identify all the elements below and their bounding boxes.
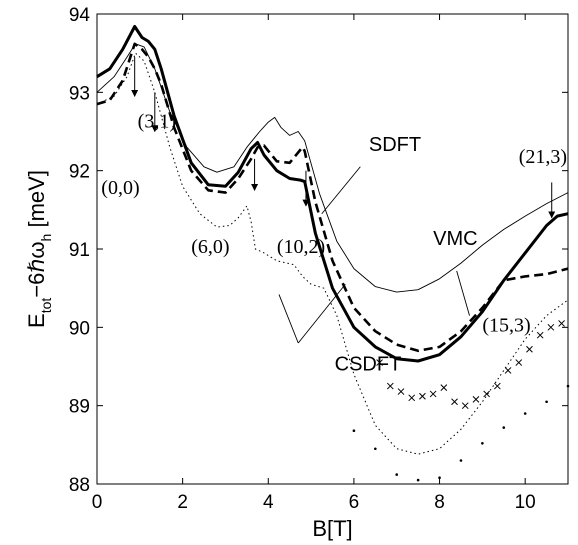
x-tick-label: 0 <box>92 492 103 513</box>
y-tick-label: 91 <box>69 240 90 261</box>
leader-line <box>321 166 361 215</box>
leader-line <box>297 283 346 344</box>
series-line-dotted <box>96 52 569 455</box>
x-marker-point <box>472 396 480 403</box>
y-tick-label: 88 <box>69 475 90 496</box>
x-marker-point <box>461 402 469 410</box>
series-line-csdft <box>96 42 569 353</box>
x-marker-point <box>504 367 512 374</box>
x-marker-point <box>536 331 544 339</box>
dot-marker-point <box>545 400 548 404</box>
y-tick-label: 94 <box>69 5 91 26</box>
x-marker-point <box>408 394 416 402</box>
state-annotation: (21,3) <box>519 146 567 168</box>
state-annotation: (10,2) <box>277 236 325 258</box>
x-marker-point <box>526 345 533 353</box>
dot-marker-point <box>416 478 420 482</box>
x-tick-label: 4 <box>263 492 274 513</box>
x-axis-label: B[T] <box>312 516 352 541</box>
method-label-vmc: VMC <box>433 228 477 250</box>
state-annotation: (6,0) <box>191 236 229 258</box>
leader-line <box>456 270 470 316</box>
x-tick-label: 6 <box>349 492 360 513</box>
x-marker-point <box>558 320 565 327</box>
method-label-csdft: CSDFT <box>335 353 402 375</box>
x-marker-point <box>429 390 437 398</box>
state-annotation: (15,3) <box>482 314 530 336</box>
x-marker-point <box>483 390 490 398</box>
method-label-sdft: SDFT <box>369 134 421 156</box>
x-marker-point <box>493 382 501 390</box>
x-marker-point <box>451 398 458 406</box>
x-marker-point <box>440 384 448 392</box>
svg-text:Etot−6ℏωh [meV]: Etot−6ℏωh [meV] <box>24 170 54 328</box>
plot-area: (0,0) (3,1) (6,0) (10,2) (15,3) (21,3) SDFT VMC… <box>96 25 570 482</box>
state-annotation: (3,1) <box>138 111 176 133</box>
x-tick-label: 2 <box>177 492 188 513</box>
y-tick-label: 89 <box>69 397 90 418</box>
x-marker-point <box>376 359 383 366</box>
leader-line <box>278 294 299 344</box>
series-line-sdft <box>96 43 569 293</box>
axis-ticks: 0 2 4 6 8 10 88 89 90 91 92 93 94 <box>69 5 568 513</box>
y-tick-label: 90 <box>69 318 90 339</box>
y-axis-label: Etot−6ℏωh [meV] <box>24 170 54 328</box>
plot-frame <box>96 13 569 485</box>
x-tick-label: 8 <box>434 492 445 513</box>
dot-marker-point <box>523 412 527 415</box>
dot-marker-point <box>438 476 441 480</box>
dot-marker-point <box>481 441 484 445</box>
x-tick-label: 10 <box>515 492 536 513</box>
x-marker-point <box>419 392 426 400</box>
x-marker-point <box>515 359 523 366</box>
x-marker-point <box>547 323 555 331</box>
y-tick-label: 93 <box>69 83 90 104</box>
state-annotation: (0,0) <box>101 177 139 199</box>
dot-marker-point <box>374 447 377 451</box>
y-tick-label: 92 <box>69 162 90 183</box>
x-marker-point <box>397 388 405 395</box>
x-marker-point <box>386 382 394 390</box>
dot-marker-point <box>459 459 463 462</box>
series-line-vmc <box>96 25 569 363</box>
dot-marker-point <box>502 426 506 429</box>
dot-marker-point <box>352 429 356 433</box>
dot-marker-point <box>395 473 399 476</box>
